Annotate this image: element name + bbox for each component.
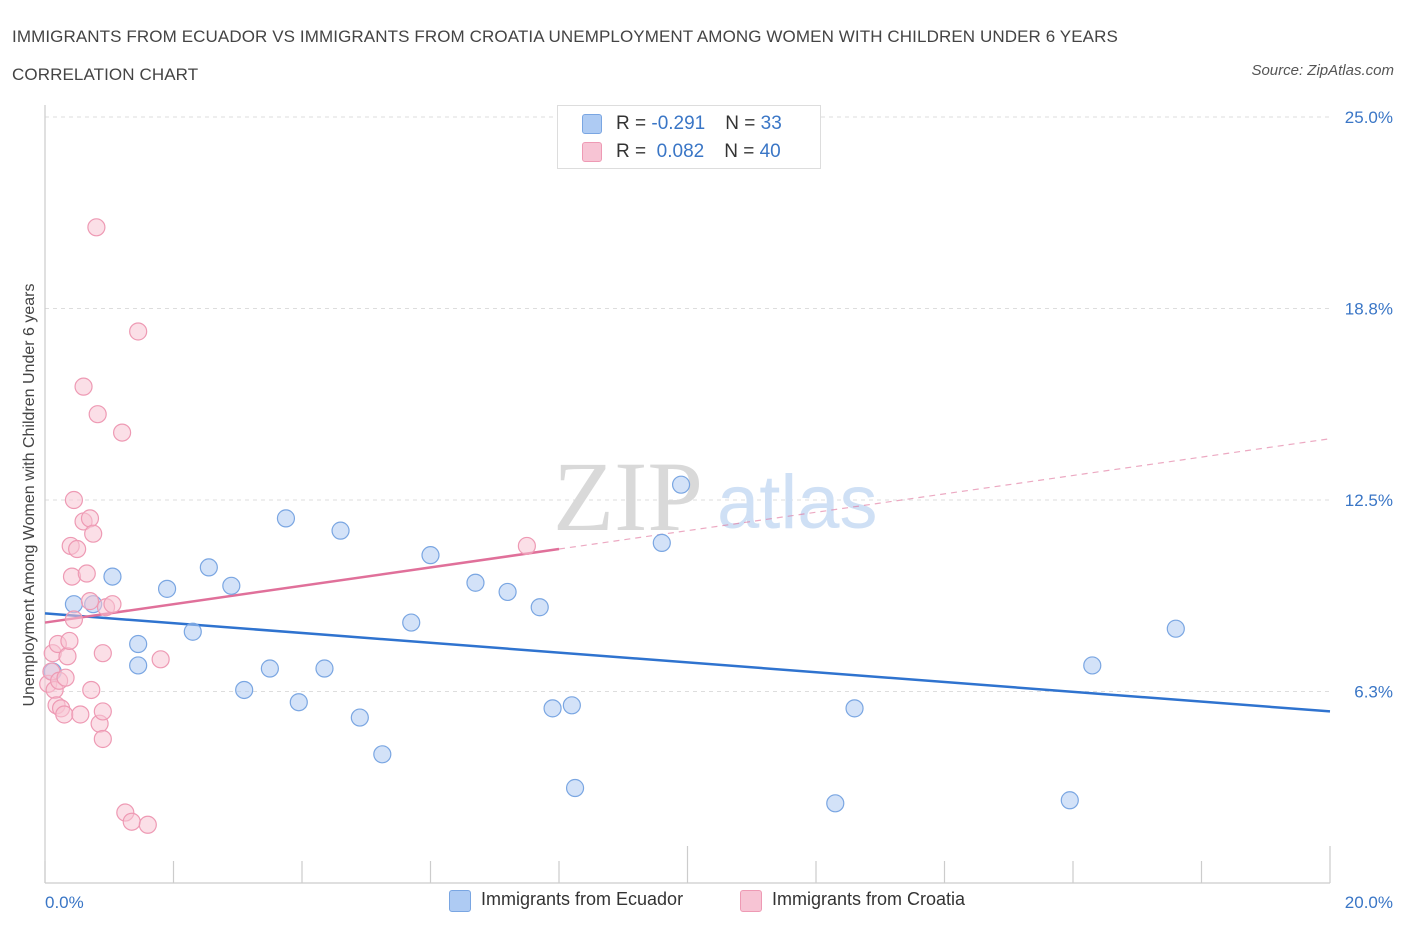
croatia-point [87,218,106,237]
tick-labels: 6.3% 12.5% 18.8% 25.0% 0.0% 20.0% [45,108,1393,912]
legend-label-croatia: Immigrants from Croatia [772,889,966,909]
croatia-point [93,729,112,749]
croatia-point [55,705,74,724]
y-tick-label: 25.0% [1345,108,1393,127]
ecuador-point [671,475,691,494]
ecuador-point [530,598,549,617]
ecuador-swatch [582,114,602,134]
ecuador-trend-line [44,612,1331,713]
n-value-ecuador: 33 [760,113,782,134]
trend-lines [44,438,1331,713]
chart-legend: Immigrants from Ecuador Immigrants from … [0,887,1406,917]
croatia-point [80,592,100,611]
croatia-point [56,668,75,687]
croatia-point [88,405,107,424]
croatia-trend-extension [558,438,1331,550]
ecuador-point [1166,619,1185,638]
ecuador-point [466,573,485,592]
r-value-croatia: 0.082 [651,141,705,162]
croatia-swatch [582,142,602,162]
croatia-point [71,705,90,724]
watermark: ZIP atlas [553,441,878,552]
x-tick-label: 0.0% [45,893,84,912]
ecuador-point [1083,656,1102,675]
ecuador-point [199,558,218,577]
croatia-point [103,595,122,614]
chart-title: IMMIGRANTS FROM ECUADOR VS IMMIGRANTS FR… [12,27,1118,84]
r-value-ecuador: -0.291 [651,113,706,134]
croatia-legend-swatch [740,890,762,912]
y-tick-label: 12.5% [1345,491,1393,510]
ecuador-point [498,582,517,602]
source-note: Source: ZipAtlas.com [1251,62,1394,79]
ecuador-point [157,579,177,598]
ecuador-point [373,745,392,764]
ecuador-point [543,699,562,718]
ecuador-point [103,567,122,586]
ecuador-point [289,693,308,712]
croatia-point [62,567,82,586]
croatia-point [80,509,100,528]
ecuador-point [1060,791,1079,810]
n-label: N = [724,141,760,162]
ecuador-point [235,680,254,700]
n-label: N = [725,113,761,134]
croatia-trend-line [44,547,560,624]
gridlines [45,116,1330,692]
y-tick-label: 18.8% [1345,300,1393,319]
ecuador-point [183,622,202,641]
n-value-croatia: 40 [759,141,781,162]
croatia-point [68,539,87,559]
croatia-point [151,650,170,669]
croatia-point [84,524,103,543]
ecuador-point [260,659,279,678]
ecuador-point [222,576,241,595]
croatia-point [93,644,112,663]
croatia-point [122,812,141,831]
ecuador-point [402,613,421,632]
axes [44,105,1331,884]
ecuador-point [331,521,350,540]
ecuador-point [562,696,581,715]
correlation-box: R = -0.291 N = 33 R = 0.082 N = 40 [557,105,821,169]
croatia-point [138,815,157,834]
ecuador-point [129,656,148,675]
ecuador-point [845,699,864,718]
y-axis-title: Unemployment Among Women with Children U… [21,283,38,707]
ecuador-point [276,509,296,528]
ecuador-point [652,533,671,552]
croatia-point [58,647,77,666]
croatia-point [112,423,132,442]
croatia-point [93,702,112,721]
y-tick-label: 6.3% [1354,683,1393,702]
data-points [39,218,1185,834]
ecuador-point [565,778,585,798]
r-label: R = [616,113,652,134]
croatia-point [60,631,79,651]
croatia-point [77,564,96,583]
ecuador-point [315,659,334,678]
croatia-point [129,322,148,341]
croatia-point [517,536,536,556]
watermark-zip: ZIP [553,441,703,552]
croatia-point [64,610,84,629]
legend-label-ecuador: Immigrants from Ecuador [481,889,684,909]
r-label: R = [616,141,652,162]
watermark-atlas: atlas [717,460,878,545]
ecuador-point [421,546,440,565]
ecuador-point [826,794,845,813]
ecuador-point [350,708,369,727]
croatia-point [74,377,93,396]
x-tick-label: 20.0% [1345,893,1393,912]
ecuador-point [129,634,148,654]
ecuador-point [64,595,84,614]
croatia-point [64,490,84,510]
ecuador-legend-swatch [449,890,471,912]
croatia-point [82,680,101,700]
